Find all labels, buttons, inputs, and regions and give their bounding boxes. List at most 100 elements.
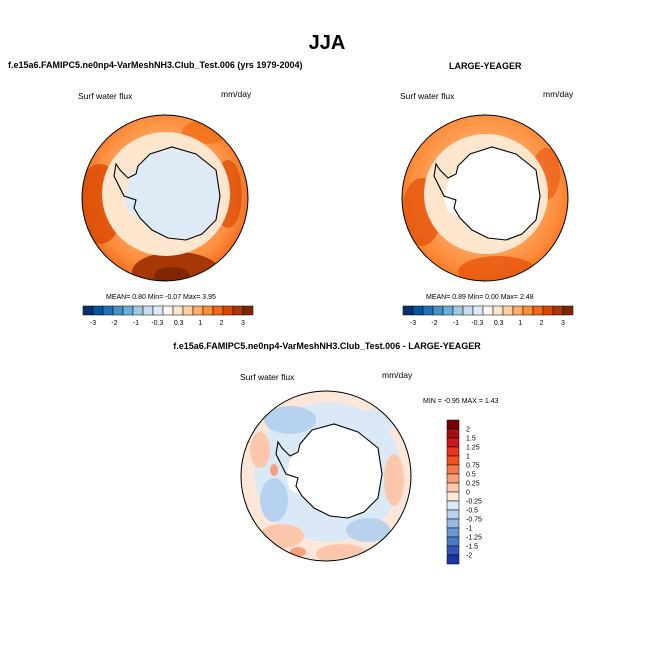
colorbar-tick-label: 2	[220, 320, 224, 327]
colorbar-swatch	[402, 305, 414, 316]
colorbar-tick-label: -3	[410, 320, 416, 327]
antarctica-coastline	[275, 423, 383, 519]
colorbar-swatch	[482, 305, 494, 316]
colorbar-swatch	[182, 305, 194, 316]
colorbar-swatch	[152, 305, 164, 316]
colorbar-tick-label: 0.5	[466, 472, 476, 479]
colorbar-swatch	[512, 305, 524, 316]
diff-variable-label: Surf water flux	[240, 372, 295, 382]
right-stats: MEAN= 0.89 Min= 0.00 Max= 2.48	[426, 294, 534, 301]
colorbar-swatch	[446, 455, 460, 466]
difference-polar-map	[240, 390, 412, 562]
right-variable-label: Surf water flux	[400, 91, 455, 101]
colorbar-tick-label: 0.25	[466, 481, 480, 488]
colorbar-swatch	[446, 500, 460, 511]
colorbar-swatch	[82, 305, 94, 316]
colorbar-tick-label: 1.25	[466, 445, 480, 452]
right-polar-map	[401, 114, 569, 282]
colorbar-swatch	[102, 305, 114, 316]
colorbar-swatch	[122, 305, 134, 316]
diff-units-label: mm/day	[382, 370, 413, 380]
colorbar-swatch	[222, 305, 234, 316]
colorbar-swatch	[446, 473, 460, 484]
colorbar-swatch	[446, 518, 460, 529]
antarctica-coastline	[113, 146, 221, 241]
colorbar-tick-label: 1	[198, 320, 202, 327]
right-colorbar: -3 -2 -1 -0.3 0.3 1 2 3	[402, 305, 574, 327]
colorbar-tick-label: -1	[453, 320, 459, 327]
colorbar-swatch	[492, 305, 504, 316]
colorbar-swatch	[446, 536, 460, 547]
colorbar-swatch	[446, 419, 460, 430]
colorbar-swatch	[432, 305, 444, 316]
colorbar-tick-label: -0.3	[151, 320, 163, 327]
left-colorbar: -3 -2 -1 -0.3 0.3 1 2 3	[82, 305, 254, 327]
colorbar-tick-label: -2	[466, 553, 472, 560]
colorbar-swatch	[502, 305, 514, 316]
colorbar-swatch	[446, 464, 460, 475]
antarctica-coastline	[433, 146, 541, 241]
colorbar-tick-label: 2	[466, 427, 470, 434]
colorbar-swatch	[446, 545, 460, 556]
colorbar-swatch	[142, 305, 154, 316]
colorbar-swatch	[562, 305, 574, 316]
left-units-label: mm/day	[221, 89, 252, 99]
colorbar-swatch	[112, 305, 124, 316]
page-title: JJA	[308, 32, 346, 54]
colorbar-swatch	[242, 305, 254, 316]
colorbar-swatch	[446, 428, 460, 439]
colorbar-swatch	[172, 305, 184, 316]
colorbar-swatch	[522, 305, 534, 316]
colorbar-swatch	[446, 446, 460, 457]
colorbar-tick-label: 2	[540, 320, 544, 327]
colorbar-tick-label: -1.5	[466, 544, 478, 551]
colorbar-swatch	[202, 305, 214, 316]
colorbar-tick-label: 1	[466, 454, 470, 461]
colorbar-tick-label: -1.25	[466, 535, 482, 542]
test-case-title: f.e15a6.FAMIPC5.ne0np4-VarMeshNH3.Club_T…	[8, 60, 303, 70]
colorbar-swatch	[232, 305, 244, 316]
colorbar-tick-label: -2	[431, 320, 437, 327]
colorbar-tick-label: 1	[518, 320, 522, 327]
colorbar-swatch	[446, 437, 460, 448]
reference-title: LARGE-YEAGER	[449, 61, 522, 71]
colorbar-tick-label: -0.3	[471, 320, 483, 327]
left-variable-label: Surf water flux	[78, 91, 133, 101]
colorbar-tick-label: -3	[90, 320, 96, 327]
colorbar-tick-label: 0.3	[494, 320, 504, 327]
colorbar-swatch	[192, 305, 204, 316]
difference-colorbar: 2 1.5 1.25 1 0.75 0.5 0.25 0 -0.25 -0.5 -0.75 -1 -1.…	[446, 419, 482, 565]
colorbar-tick-label: 3	[241, 320, 245, 327]
colorbar-swatch	[452, 305, 464, 316]
colorbar-swatch	[472, 305, 484, 316]
colorbar-swatch	[212, 305, 224, 316]
difference-title: f.e15a6.FAMIPC5.ne0np4-VarMeshNH3.Club_T…	[173, 341, 481, 351]
colorbar-swatch	[552, 305, 564, 316]
colorbar-tick-label: -2	[111, 320, 117, 327]
colorbar-tick-label: 0.3	[174, 320, 184, 327]
colorbar-tick-label: 1.5	[466, 436, 476, 443]
colorbar-swatch	[412, 305, 424, 316]
left-polar-map	[81, 114, 249, 282]
colorbar-swatch	[162, 305, 174, 316]
colorbar-swatch	[446, 482, 460, 493]
colorbar-swatch	[446, 491, 460, 502]
colorbar-swatch	[446, 554, 460, 565]
colorbar-swatch	[446, 509, 460, 520]
colorbar-swatch	[132, 305, 144, 316]
colorbar-tick-label: 0	[466, 490, 470, 497]
colorbar-swatch	[422, 305, 434, 316]
colorbar-swatch	[446, 527, 460, 538]
diff-stats: MIN = -0.95 MAX = 1.43	[423, 398, 499, 405]
colorbar-tick-label: -0.5	[466, 508, 478, 515]
colorbar-tick-label: 3	[561, 320, 565, 327]
colorbar-tick-label: 0.75	[466, 463, 480, 470]
colorbar-tick-label: -0.25	[466, 499, 482, 506]
colorbar-swatch	[442, 305, 454, 316]
colorbar-swatch	[542, 305, 554, 316]
colorbar-swatch	[532, 305, 544, 316]
colorbar-swatch	[462, 305, 474, 316]
colorbar-tick-label: -0.75	[466, 517, 482, 524]
right-units-label: mm/day	[543, 89, 574, 99]
colorbar-swatch	[92, 305, 104, 316]
